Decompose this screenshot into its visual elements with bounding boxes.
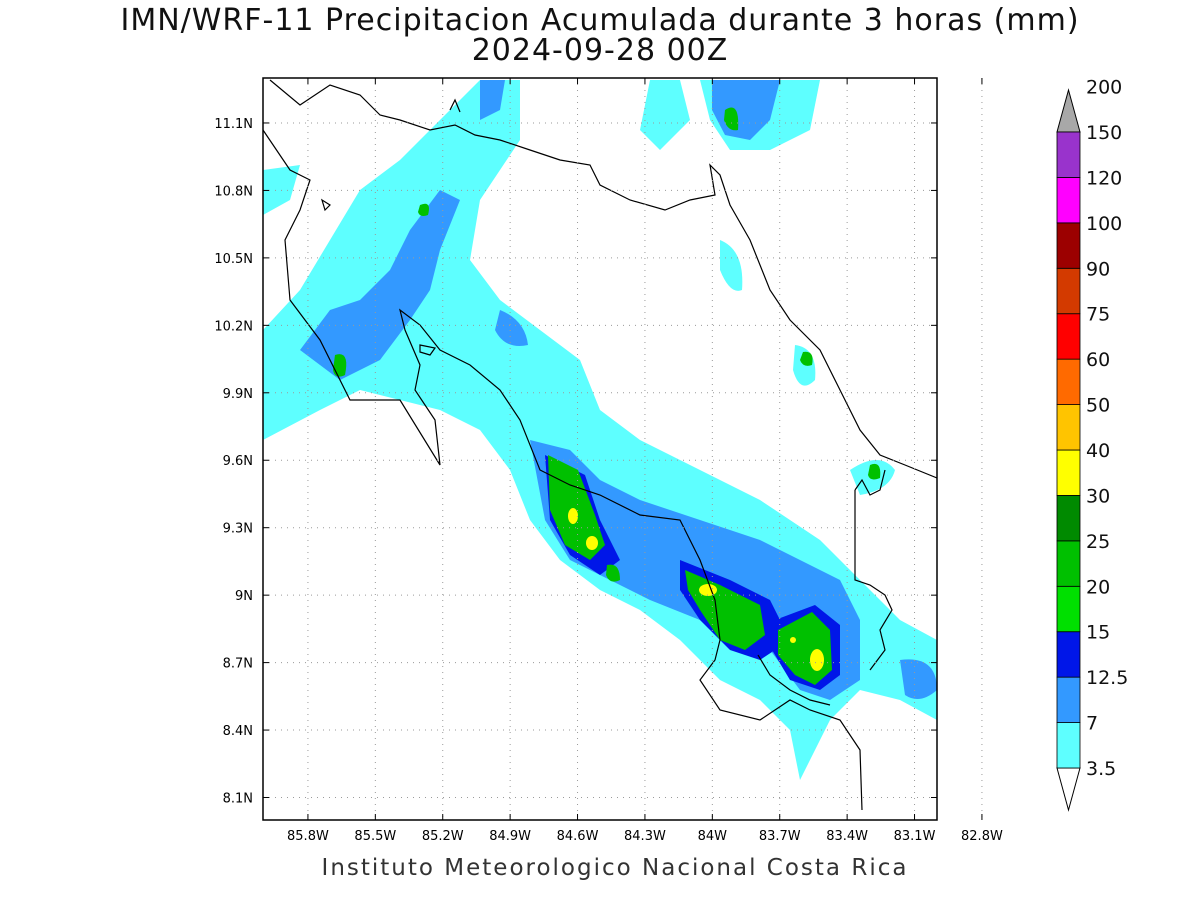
precip-core-yellow	[699, 584, 717, 596]
graticule	[263, 78, 983, 820]
precip-zone-cyan	[793, 345, 816, 386]
precip-zone-cyan	[720, 240, 743, 291]
precip-core-yellow	[568, 508, 578, 524]
precip-zone-green	[724, 107, 739, 131]
colorbar-triangle-bottom	[1056, 767, 1081, 812]
colorbar-swatch	[1056, 495, 1081, 542]
lon-tick-label: 83.7W	[759, 829, 801, 844]
colorbar-swatch	[1056, 676, 1081, 723]
lon-tick-label: 85.5W	[354, 829, 396, 844]
lat-tick-label: 10.5N	[214, 252, 253, 267]
colorbar-level-label: 50	[1086, 395, 1110, 417]
colorbar-level-label: 7	[1086, 713, 1098, 735]
colorbar-level-label: 75	[1086, 304, 1110, 326]
lon-tick-label: 85.8W	[287, 829, 329, 844]
lon-tick-label: 82.8W	[961, 829, 1003, 844]
colorbar-swatch	[1056, 358, 1081, 405]
map-frame	[262, 77, 938, 821]
coastline-osa	[757, 654, 831, 706]
lat-tick-label: 8.7N	[223, 657, 253, 672]
precip-core-yellow	[790, 637, 796, 643]
coastline	[263, 79, 937, 811]
colorbar-level-label: 3.5	[1086, 758, 1116, 780]
colorbar-swatch	[1056, 177, 1081, 224]
precip-core-yellow	[810, 649, 824, 671]
precip-zone-blue	[495, 310, 528, 346]
colorbar-swatch	[1056, 313, 1081, 360]
lat-axis: 11.1N 10.8N 10.5N 10.2N 9.9N 9.6N 9.3N 9N 8.7N 8.…	[214, 117, 937, 807]
colorbar-level-label: 15	[1086, 622, 1110, 644]
lon-tick-label: 84.9W	[489, 829, 531, 844]
lat-tick-label: 9.9N	[223, 387, 253, 402]
colorbar-swatch	[1056, 404, 1081, 451]
lon-axis: 85.8W 85.5W 85.2W 84.9W 84.6W 84.3W 84W 83.7W 83…	[287, 78, 1003, 844]
precip-zone-blue	[480, 80, 505, 120]
precip-zone-green	[606, 564, 620, 582]
colorbar-swatch	[1056, 540, 1081, 587]
colorbar-swatch	[1056, 585, 1081, 633]
colorbar-level-label: 200	[1086, 77, 1122, 99]
colorbar: 3.5 7 12.5 15 20 25 30 40 50 60 75 90 100 120 150 200	[1056, 77, 1128, 812]
precip-zone-cyan	[640, 80, 690, 150]
border-panama	[854, 469, 886, 496]
lon-tick-label: 85.2W	[422, 829, 464, 844]
map-subtitle: 2024-09-28 00Z	[471, 33, 729, 68]
lake-nicaragua	[419, 344, 437, 356]
lon-tick-label: 84W	[698, 829, 728, 844]
colorbar-swatch	[1056, 722, 1081, 769]
lat-tick-label: 9.3N	[223, 522, 253, 537]
precip-zone-blue	[900, 659, 937, 699]
coastline-pacific	[263, 129, 863, 811]
colorbar-swatch	[1056, 449, 1081, 496]
lat-tick-label: 9.6N	[223, 454, 253, 469]
colorbar-level-label: 12.5	[1086, 667, 1128, 689]
colorbar-level-label: 100	[1086, 213, 1122, 235]
colorbar-swatch	[1056, 631, 1081, 678]
lat-tick-label: 10.8N	[214, 184, 253, 199]
precip-zone-blue	[300, 190, 460, 380]
precip-zone-green	[333, 354, 347, 377]
coastline-caribbean	[269, 79, 937, 479]
colorbar-level-label: 90	[1086, 258, 1110, 280]
border-panama-south	[854, 490, 893, 671]
lon-tick-label: 83.1W	[894, 829, 936, 844]
lat-tick-label: 11.1N	[214, 117, 253, 132]
colorbar-level-label: 120	[1086, 167, 1122, 189]
footer-credit: Instituto Meteorologico Nacional Costa R…	[321, 855, 909, 881]
lat-tick-label: 10.2N	[214, 319, 253, 334]
lat-tick-label: 9N	[235, 589, 253, 604]
lon-tick-label: 84.3W	[624, 829, 666, 844]
colorbar-level-label: 25	[1086, 531, 1110, 553]
lon-tick-label: 83.4W	[826, 829, 868, 844]
precip-zone-green	[800, 351, 813, 366]
colorbar-level-label: 20	[1086, 576, 1110, 598]
colorbar-level-label: 150	[1086, 122, 1122, 144]
lat-tick-label: 8.4N	[223, 724, 253, 739]
colorbar-swatch	[1056, 131, 1081, 178]
precip-core-yellow	[586, 536, 598, 550]
colorbar-level-label: 60	[1086, 349, 1110, 371]
colorbar-triangle-top	[1056, 88, 1081, 133]
island	[320, 198, 331, 212]
colorbar-swatch	[1056, 267, 1081, 315]
map-title: IMN/WRF-11 Precipitacion Acumulada duran…	[120, 3, 1080, 38]
lat-tick-label: 8.1N	[223, 792, 253, 807]
precip-zone-green	[868, 463, 881, 480]
precip-zone-green	[418, 203, 429, 216]
colorbar-swatch	[1056, 222, 1081, 269]
lon-tick-label: 84.6W	[557, 829, 599, 844]
border-nicaragua	[449, 98, 461, 113]
colorbar-level-label: 40	[1086, 440, 1110, 462]
colorbar-level-label: 30	[1086, 485, 1110, 507]
